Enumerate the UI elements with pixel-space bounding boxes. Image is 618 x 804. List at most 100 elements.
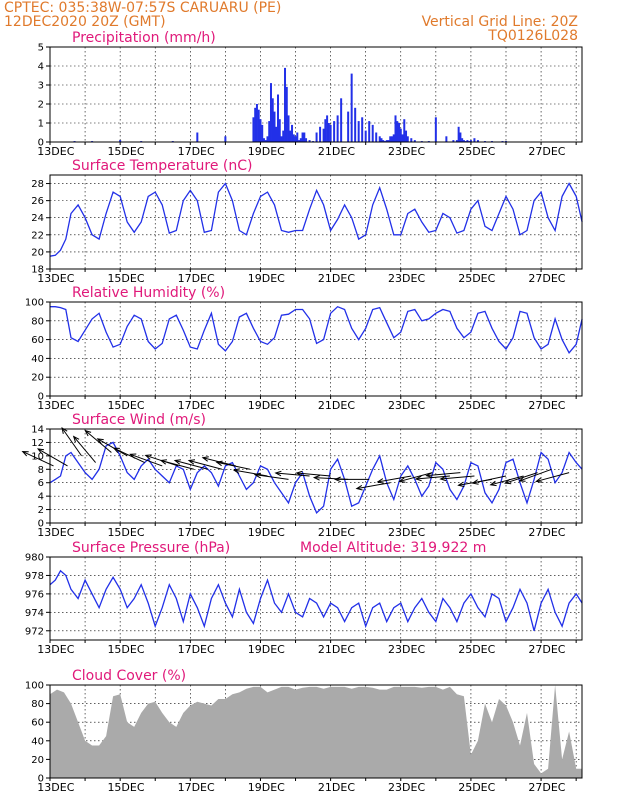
precip-bar (382, 140, 385, 142)
wind-arrow (97, 438, 128, 457)
precip-bar (401, 134, 404, 142)
wind-arrow (233, 469, 268, 477)
precip-bar (252, 117, 255, 142)
series-line (50, 305, 583, 354)
x-tick-label: 13DEC (37, 272, 74, 285)
precip-bar (303, 132, 306, 142)
x-tick-label: 25DEC (458, 781, 495, 794)
x-tick-label: 25DEC (458, 145, 495, 158)
y-tick-label: 60 (31, 718, 44, 729)
panel-frame (49, 556, 583, 641)
x-tick-label: 19DEC (248, 399, 285, 412)
x-tick-label: 27DEC (528, 272, 565, 285)
series-line (49, 569, 583, 631)
y-tick-label: 80 (31, 699, 44, 710)
y-tick-label: 20 (31, 755, 44, 766)
precip-bar (269, 83, 272, 142)
panel-frame (49, 301, 583, 397)
x-tick-label: 23DEC (388, 643, 425, 656)
wind-arrow-head (414, 475, 422, 482)
x-tick-label: 15DEC (107, 781, 144, 794)
wind-arrow-head (144, 454, 152, 460)
wind-arrow-head (312, 475, 320, 481)
x-tick-label: 15DEC (107, 145, 144, 158)
wind-arrow-head (187, 459, 196, 465)
precip-bar (291, 124, 294, 142)
x-tick-label: 15DEC (107, 526, 144, 539)
precip-bar (315, 132, 318, 142)
wind-arrow-head (355, 484, 363, 491)
wind-arrow (85, 430, 112, 453)
wind-arrow (254, 474, 289, 480)
wind-arrow (536, 472, 570, 482)
y-tick-label: 100 (25, 298, 44, 309)
y-tick-label: 1 (38, 119, 44, 130)
panel-title: Precipitation (mm/h) (72, 30, 216, 46)
precip-bar (371, 124, 374, 142)
wind-arrow (490, 475, 524, 486)
x-tick-label: 13DEC (37, 526, 74, 539)
precip-bar (392, 134, 395, 142)
wind-arrow-head (21, 451, 29, 457)
x-tick-label: 21DEC (318, 526, 355, 539)
y-tick-label: 0 (38, 138, 44, 149)
precip-bar (292, 134, 295, 142)
precip-bar (264, 140, 267, 142)
precip-bar (299, 138, 302, 142)
precip-bar (261, 124, 264, 142)
y-tick-label: 28 (31, 179, 44, 190)
panel-2: Relative Humidity (%) 0 20 40 60 80 100 13DEC 15… (25, 285, 583, 412)
y-tick-label: 0 (38, 774, 44, 785)
panel-3: Surface Wind (m/s) 0 2 4 6 8 10 12 14 13DEC 15DEC 1… (21, 412, 583, 539)
y-tick-label: 40 (31, 354, 44, 365)
wind-arrow-head (129, 453, 137, 459)
x-tick-label: 21DEC (318, 272, 355, 285)
x-tick-label: 15DEC (107, 399, 144, 412)
panel-title: Relative Humidity (%) (72, 285, 225, 301)
precip-bar (455, 140, 458, 142)
precip-bar (294, 136, 297, 142)
panel-frame (49, 174, 583, 270)
x-tick-label: 19DEC (248, 145, 285, 158)
wind-arrow (174, 460, 208, 470)
y-tick-label: 976 (25, 589, 44, 600)
panel-frame (49, 46, 583, 143)
precip-bar (271, 98, 274, 142)
x-tick-label: 25DEC (458, 272, 495, 285)
x-tick-label: 27DEC (528, 145, 565, 158)
wind-arrow-head (333, 476, 341, 483)
precip-bar (268, 121, 271, 142)
precip-bar (322, 128, 325, 142)
y-tick-label: 100 (25, 681, 44, 692)
wind-arrow-head (398, 477, 406, 483)
y-tick-label: 40 (31, 736, 44, 747)
precip-bar (327, 123, 330, 142)
wind-arrow (37, 448, 68, 467)
wind-arrow (505, 472, 538, 484)
precip-bar (398, 123, 401, 142)
wind-arrow-head (503, 478, 512, 485)
precip-bar (445, 136, 448, 142)
precip-bar (336, 115, 339, 142)
precip-bar (224, 136, 227, 142)
x-tick-label: 23DEC (388, 526, 425, 539)
precip-bar (289, 130, 292, 142)
precip-bar (326, 115, 329, 142)
wind-arrow-head (535, 477, 543, 483)
panel-title: Surface Temperature (nC) (72, 158, 253, 174)
series-line (49, 182, 583, 257)
x-tick-label: 19DEC (248, 526, 285, 539)
precip-bar (434, 117, 437, 142)
y-tick-label: 978 (25, 571, 44, 582)
wind-arrow-head (253, 472, 261, 479)
wind-arrow (399, 472, 433, 482)
x-tick-label: 17DEC (178, 643, 215, 656)
precip-bar (196, 132, 199, 142)
precip-bar (296, 132, 299, 142)
precip-bar (461, 138, 464, 142)
wind-arrow-head (72, 435, 80, 443)
y-tick-label: 22 (31, 230, 44, 241)
x-tick-label: 21DEC (318, 781, 355, 794)
wind-arrow-head (457, 481, 465, 488)
